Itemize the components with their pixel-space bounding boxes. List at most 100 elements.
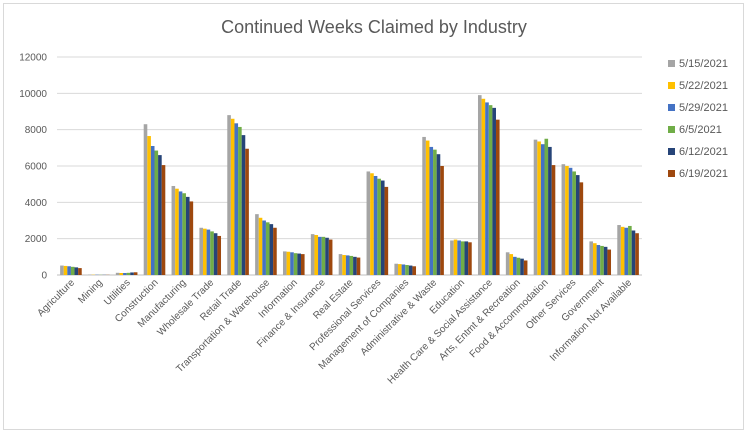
legend-label: 6/19/2021 [679,168,728,180]
bar [342,255,346,275]
bar [206,229,211,275]
bar [537,141,541,275]
bar [230,118,235,276]
bar [199,227,204,275]
bar [241,135,246,275]
bar [133,272,138,275]
legend-label: 6/12/2021 [679,146,728,158]
y-tick-label: 6000 [25,162,48,173]
bar [370,173,374,275]
bar [119,273,124,275]
bar [505,252,510,275]
bar [589,241,594,275]
bar [495,119,500,275]
bar [398,264,402,275]
bar [286,251,291,275]
bar [429,146,434,275]
bar [60,265,64,275]
bar [513,256,517,275]
bar [631,230,636,275]
bar [245,148,249,275]
bar [481,98,486,276]
legend-label: 5/22/2021 [679,80,728,92]
bar [318,236,322,275]
legend-swatch [668,104,675,111]
bar [189,201,194,275]
bar [115,272,120,275]
bar [234,123,239,275]
bar [185,196,190,275]
bar [607,249,612,275]
bar [171,185,176,275]
bar [575,175,580,275]
bar [217,235,222,275]
bar [293,253,298,275]
bar [366,171,371,275]
legend-swatch [668,148,675,155]
y-tick-label: 2000 [25,234,48,245]
x-tick-label: Mining [76,277,105,306]
y-tick-label: 0 [41,271,47,282]
bar [617,225,621,275]
bar [628,225,632,275]
bar [516,257,521,275]
bar [147,136,151,275]
bar [238,126,242,275]
bar [338,254,343,275]
bar [123,273,127,275]
bar [440,166,444,275]
bar [227,115,231,275]
bar [290,252,294,275]
bar [126,272,131,275]
bar [325,237,329,275]
legend-swatch [668,170,675,177]
bar [533,139,538,275]
bar [328,239,333,275]
bar [492,107,496,275]
bar [300,254,305,275]
bar [345,255,350,275]
bar [258,217,263,275]
bar [158,155,162,275]
bar [572,171,576,275]
bar [203,228,207,275]
bar [464,241,469,275]
bar [310,234,315,275]
bar [422,136,426,275]
bar [408,265,413,275]
legend-swatch [668,126,675,133]
bar [548,146,552,275]
bar [210,231,214,275]
bar [485,102,489,276]
bar [477,95,482,276]
y-tick-label: 4000 [25,198,48,209]
bar [70,266,75,275]
bar [273,227,277,275]
bar [178,191,183,275]
bar [78,268,82,275]
bar [433,149,437,275]
bar [520,258,524,275]
bar [265,222,270,275]
bar [384,186,389,275]
bar [175,188,179,275]
bar [509,254,514,275]
bar [143,124,148,275]
legend-label: 5/15/2021 [679,58,728,70]
bar [321,236,326,275]
legend: 5/15/2021 5/22/2021 5/29/2021 6/5/2021 6/12/… [668,58,728,180]
bar [450,240,454,275]
bar [213,233,218,275]
bar [269,224,274,275]
y-axis: 0 2000 4000 6000 8000 10000 12000 [19,53,47,282]
bar [130,272,134,275]
bar [412,266,417,275]
bar [377,178,381,275]
bar [561,164,566,275]
bar [314,235,319,275]
bar [161,165,166,275]
bar [154,150,159,275]
bar [540,144,545,275]
x-axis: Agriculture MiningUtilitiesConstructionMa… [35,277,634,386]
bar [593,243,597,275]
